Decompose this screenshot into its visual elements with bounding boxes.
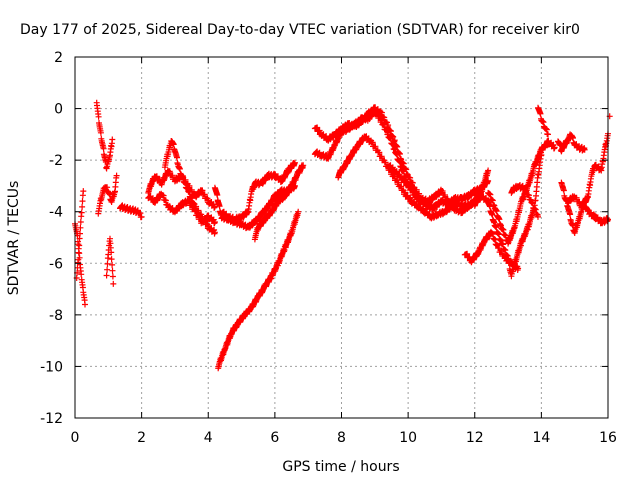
y-tick-label: -6 xyxy=(49,256,63,272)
x-tick-label: 10 xyxy=(399,430,417,446)
x-tick-label: 2 xyxy=(137,430,146,446)
x-tick-label: 6 xyxy=(270,430,279,446)
grid xyxy=(75,57,608,418)
y-tick-label: 2 xyxy=(54,50,63,66)
x-tick-label: 16 xyxy=(599,430,617,446)
y-tick-label: -8 xyxy=(49,308,63,324)
data-points xyxy=(72,99,613,372)
y-tick-label: -4 xyxy=(49,205,63,221)
x-tick-label: 4 xyxy=(204,430,213,446)
y-tick-label: -12 xyxy=(40,411,63,427)
x-axis-label: GPS time / hours xyxy=(282,459,399,475)
x-tick-label: 8 xyxy=(337,430,346,446)
x-tick-label: 12 xyxy=(466,430,484,446)
y-tick-label: -2 xyxy=(49,153,63,169)
y-tick-label: 0 xyxy=(54,102,63,118)
y-axis-label: SDTVAR / TECUs xyxy=(6,181,22,296)
y-tick-label: -10 xyxy=(40,359,63,375)
sdtvar-points xyxy=(72,99,613,372)
axis-ticks: 0 2 4 6 8 10 12 14 16 -12 -10 -8 -6 -4 -2 0 2 xyxy=(40,50,617,446)
x-tick-label: 0 xyxy=(71,430,80,446)
x-tick-label: 14 xyxy=(532,430,550,446)
chart-title: Day 177 of 2025, Sidereal Day-to-day VTE… xyxy=(20,22,580,38)
